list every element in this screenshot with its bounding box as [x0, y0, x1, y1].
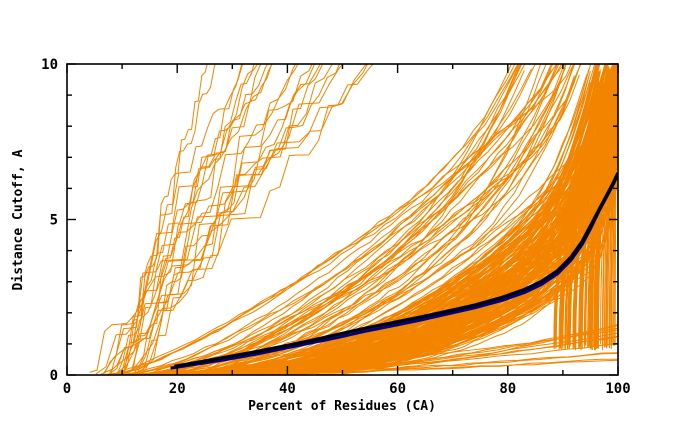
curve [128, 64, 321, 374]
curve [578, 64, 617, 348]
curve [581, 64, 616, 345]
curve [553, 64, 615, 349]
prediction-curves-group [89, 64, 618, 375]
curve [133, 64, 374, 375]
curve [174, 172, 618, 368]
curve [590, 64, 617, 345]
curve [561, 64, 614, 346]
curve [173, 64, 553, 375]
axis-tick-labels-group: 0 20 40 60 80 100 0 5 10 [41, 57, 631, 397]
x-tick-label: 60 [389, 381, 406, 397]
y-tick-label: 10 [41, 57, 58, 73]
curve [108, 64, 299, 375]
y-axis-label: Distance Cutoff, A [11, 149, 26, 290]
x-tick-label: 80 [499, 381, 516, 397]
y-tick-label: 5 [50, 213, 58, 229]
curve [120, 68, 533, 375]
curve [607, 64, 618, 347]
curve [143, 100, 609, 375]
curve [168, 329, 618, 375]
curve [122, 64, 333, 375]
x-tick-label: 0 [63, 381, 71, 397]
curve [239, 352, 618, 375]
curve [587, 64, 617, 347]
curve [211, 83, 601, 375]
x-tick-label: 20 [169, 381, 186, 397]
x-tick-label: 40 [279, 381, 296, 397]
curve [609, 64, 618, 347]
x-tick-label: 100 [605, 381, 630, 397]
curve [567, 64, 616, 344]
curve [137, 64, 341, 372]
axis-ticks-group [66, 63, 619, 376]
curve [89, 64, 273, 373]
reference-curves-group [170, 172, 618, 370]
curve [121, 64, 216, 374]
curve [595, 64, 617, 349]
curve [204, 343, 618, 375]
curve [142, 64, 324, 375]
y-tick-label: 0 [50, 368, 58, 384]
curve [117, 64, 519, 375]
curve [100, 64, 368, 375]
curve [117, 78, 575, 375]
curve [160, 100, 599, 375]
curve [133, 67, 566, 375]
x-axis-label: Percent of Residues (CA) [248, 399, 436, 414]
curve [117, 64, 526, 375]
curve [115, 64, 313, 374]
curve [95, 64, 345, 375]
curve [165, 64, 598, 375]
curve [123, 64, 255, 372]
curve [104, 64, 243, 374]
curve [614, 64, 618, 346]
curve [110, 64, 269, 375]
curve [574, 64, 615, 348]
curve [143, 64, 572, 375]
curve [123, 64, 208, 373]
curve [559, 64, 616, 349]
curve [569, 64, 616, 347]
curve [603, 64, 618, 348]
curve [601, 64, 618, 345]
curve [593, 64, 618, 351]
curve [200, 85, 601, 375]
